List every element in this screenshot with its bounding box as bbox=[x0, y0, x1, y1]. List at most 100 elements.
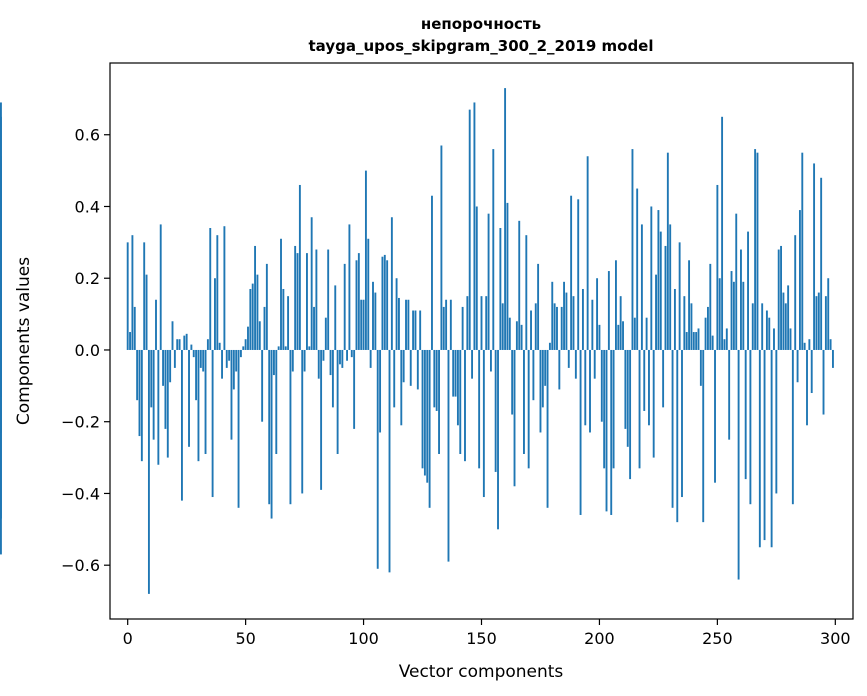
bar bbox=[541, 349, 544, 408]
bar bbox=[282, 288, 285, 350]
bar bbox=[822, 349, 825, 415]
bar bbox=[398, 297, 400, 350]
bar bbox=[537, 263, 540, 350]
bar bbox=[714, 349, 716, 483]
bar bbox=[676, 349, 679, 523]
bar bbox=[704, 317, 707, 350]
y-tick-label: 0.2 bbox=[75, 269, 100, 288]
bar bbox=[730, 271, 733, 350]
bar bbox=[317, 349, 320, 379]
bar bbox=[298, 184, 301, 350]
bar bbox=[556, 306, 558, 350]
bar bbox=[784, 303, 787, 350]
bar bbox=[494, 349, 497, 472]
bar bbox=[0, 349, 2, 397]
bar bbox=[131, 235, 134, 350]
bar bbox=[291, 349, 294, 372]
bar bbox=[655, 274, 657, 350]
bar bbox=[372, 281, 374, 350]
bar bbox=[815, 296, 818, 350]
bar bbox=[223, 226, 226, 350]
bar bbox=[506, 202, 509, 350]
bar bbox=[758, 349, 761, 548]
bar bbox=[487, 213, 490, 350]
bar bbox=[164, 349, 167, 429]
bar bbox=[773, 328, 775, 350]
bar bbox=[605, 349, 608, 512]
bar bbox=[431, 195, 433, 350]
bars-group bbox=[0, 88, 834, 594]
bar bbox=[412, 310, 415, 350]
bar bbox=[440, 145, 443, 350]
bar bbox=[560, 306, 563, 350]
bar bbox=[341, 349, 344, 368]
bar bbox=[747, 231, 749, 350]
bar bbox=[289, 349, 292, 505]
bar bbox=[662, 349, 665, 408]
bar bbox=[624, 349, 627, 429]
x-tick-label: 0 bbox=[123, 629, 133, 648]
bar bbox=[763, 349, 766, 541]
bar bbox=[423, 349, 426, 476]
bar bbox=[650, 206, 653, 350]
bar bbox=[492, 149, 495, 350]
bar bbox=[756, 152, 759, 350]
bar bbox=[501, 303, 504, 350]
y-tick-label: −0.6 bbox=[61, 556, 100, 575]
bar bbox=[794, 235, 797, 350]
bar bbox=[456, 349, 459, 426]
y-tick-label: 0.6 bbox=[75, 126, 100, 145]
bar bbox=[600, 349, 603, 422]
x-axis-label: Vector components bbox=[399, 662, 564, 682]
bar bbox=[475, 206, 478, 350]
bar bbox=[709, 263, 712, 350]
bar bbox=[329, 349, 332, 376]
y-axis-ticks: −0.6 −0.4 −0.2 0.0 0.2 0.4 0.6 bbox=[61, 126, 110, 575]
bar bbox=[343, 263, 346, 350]
bar bbox=[499, 228, 502, 350]
bar bbox=[350, 349, 353, 358]
bar bbox=[567, 349, 570, 368]
bar bbox=[610, 349, 613, 515]
bar bbox=[471, 349, 474, 379]
bar bbox=[157, 349, 160, 465]
bar bbox=[518, 220, 521, 350]
bar bbox=[636, 188, 639, 350]
bar bbox=[405, 299, 407, 350]
bar bbox=[294, 245, 297, 350]
bar bbox=[268, 349, 271, 505]
plot-area-frame bbox=[109, 62, 854, 620]
bar bbox=[280, 238, 282, 350]
bar bbox=[261, 349, 264, 422]
bar bbox=[579, 349, 582, 515]
bar bbox=[711, 335, 714, 350]
bar bbox=[810, 349, 813, 394]
bar bbox=[239, 349, 242, 358]
bar bbox=[534, 303, 537, 350]
bar bbox=[188, 349, 190, 447]
bar bbox=[832, 349, 834, 368]
bar bbox=[211, 349, 214, 498]
bar bbox=[721, 116, 724, 350]
y-tick-label: 0.4 bbox=[75, 197, 100, 216]
bar bbox=[230, 349, 233, 440]
bar bbox=[357, 253, 360, 350]
bar bbox=[409, 349, 412, 386]
bar bbox=[480, 296, 483, 350]
bar bbox=[324, 317, 327, 350]
bar bbox=[775, 349, 778, 494]
bar bbox=[355, 260, 358, 350]
bar bbox=[798, 210, 801, 350]
bar bbox=[192, 349, 195, 358]
bar bbox=[216, 235, 219, 350]
bar bbox=[218, 342, 221, 350]
bar bbox=[820, 177, 823, 350]
bar bbox=[789, 328, 792, 350]
bar bbox=[508, 317, 511, 350]
bar bbox=[468, 109, 471, 350]
bar bbox=[263, 306, 266, 350]
bar bbox=[228, 349, 231, 361]
bar bbox=[178, 339, 181, 350]
bar bbox=[732, 281, 735, 350]
bar bbox=[206, 339, 209, 350]
